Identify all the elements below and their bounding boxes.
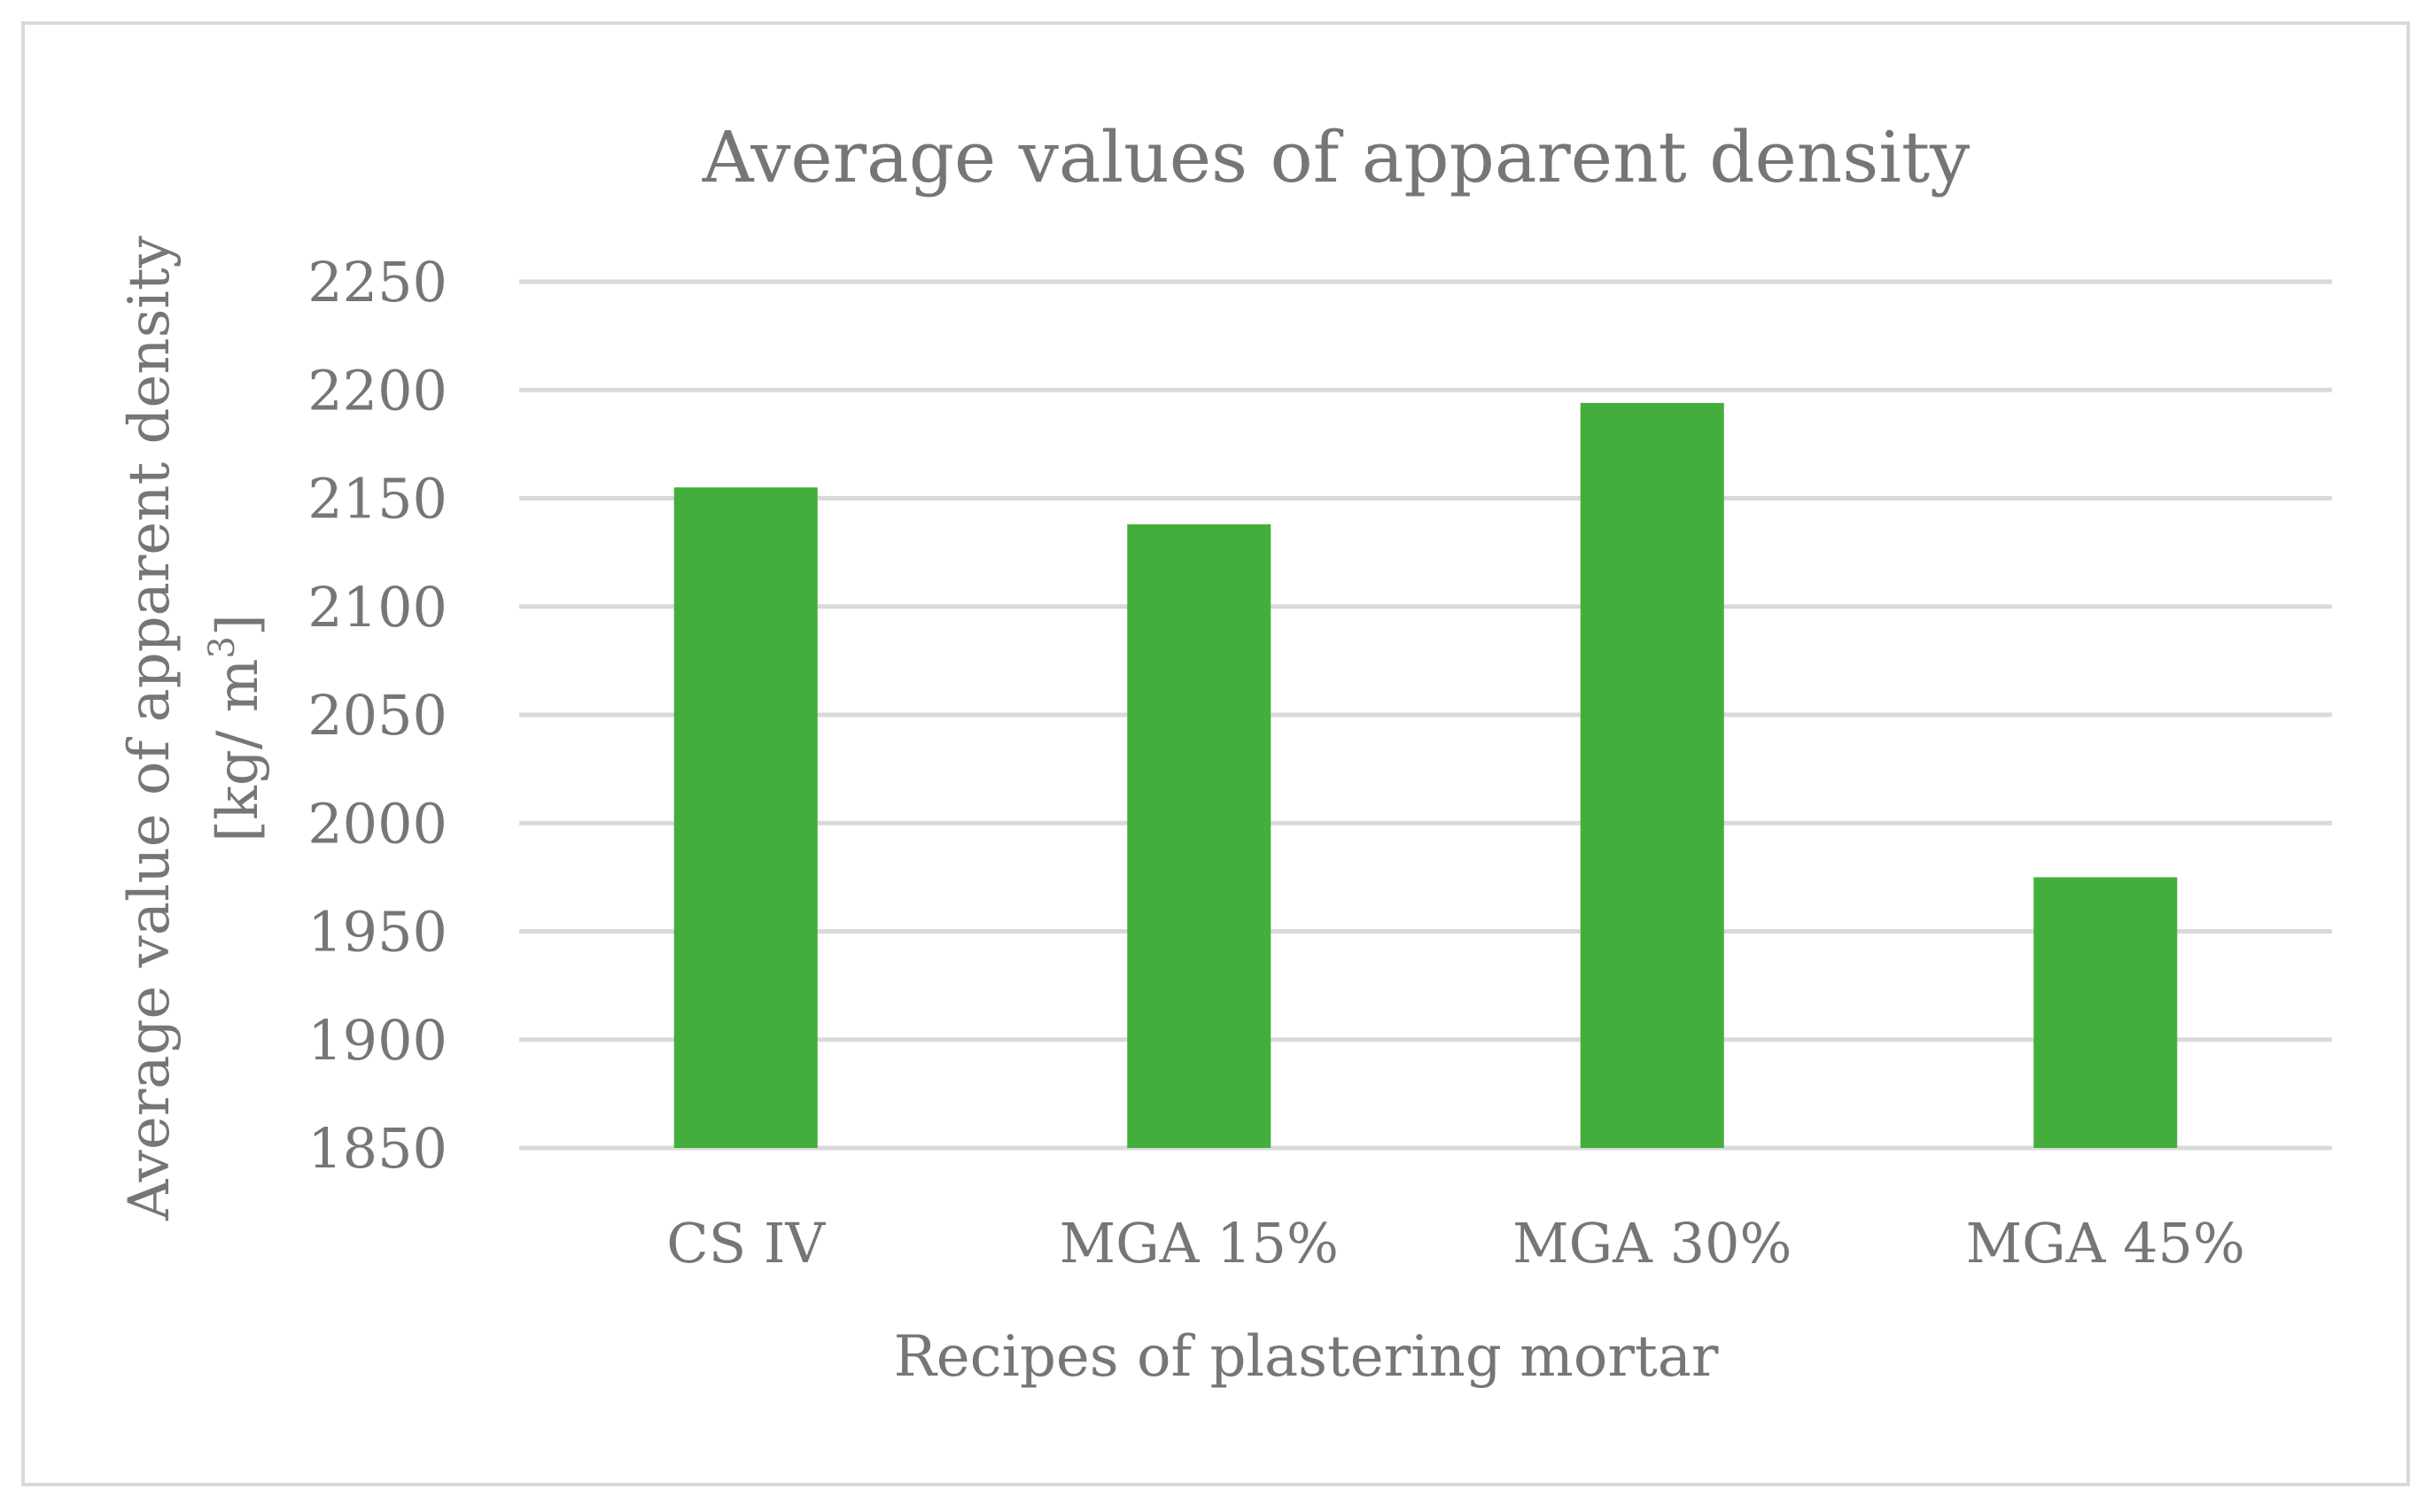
y-axis-ticks: 1850 1900 1950 2000 2050 2100 2150 2200 2250 <box>307 250 447 1181</box>
y-tick-label: 2050 <box>307 683 447 748</box>
y-tick-label: 2150 <box>307 467 447 531</box>
bar-mga-15 <box>1127 523 1271 1148</box>
y-axis-unit-prefix: [kg/ m <box>206 659 271 842</box>
x-axis-categories: CS IV MGA 15% MGA 30% MGA 45% <box>666 1211 2245 1276</box>
y-axis-title: Average value of apparent density [kg/ m… <box>117 236 271 1221</box>
bars <box>673 402 2178 1148</box>
x-axis-title: Recipes of plastering mortar <box>894 1324 1719 1390</box>
y-tick-label: 2250 <box>307 250 447 314</box>
chart-title: Average values of apparent density <box>702 116 1970 198</box>
bar-mga-30 <box>1580 402 1724 1148</box>
y-axis-title-line2: [kg/ m3] <box>202 614 271 842</box>
y-axis-unit-exponent: 3 <box>202 636 243 658</box>
y-tick-label: 2200 <box>307 358 447 423</box>
y-tick-label: 2000 <box>307 791 447 856</box>
x-category-label: MGA 15% <box>1060 1211 1339 1276</box>
y-tick-label: 1850 <box>307 1116 447 1181</box>
y-tick-label: 2100 <box>307 575 447 640</box>
y-axis-unit-suffix: ] <box>206 614 271 636</box>
y-tick-label: 1900 <box>307 1008 447 1073</box>
y-tick-label: 1950 <box>307 900 447 965</box>
x-category-label: CS IV <box>666 1211 826 1276</box>
gridlines <box>519 279 2332 1151</box>
bar-mga-45 <box>2033 877 2178 1148</box>
x-category-label: MGA 45% <box>1966 1211 2245 1276</box>
bar-cs-iv <box>673 487 818 1148</box>
y-axis-title-line1: Average value of apparent density <box>117 236 183 1221</box>
x-category-label: MGA 30% <box>1512 1211 1792 1276</box>
